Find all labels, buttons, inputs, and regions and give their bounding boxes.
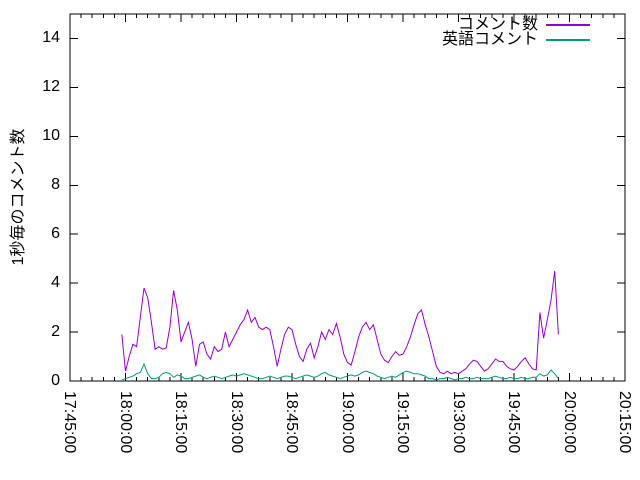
x-tick-label: 18:45:00: [283, 391, 300, 454]
y-tick-label: 6: [51, 225, 60, 243]
legend: コメント数 英語コメント: [441, 16, 590, 48]
series-line-0: [121, 270, 559, 375]
x-tick-label: 17:45:00: [61, 391, 78, 454]
x-tick-label: 19:30:00: [449, 391, 467, 454]
y-axis-label: 1秒毎のコメント数: [10, 128, 27, 266]
y-tick-label: 4: [51, 274, 60, 292]
legend-entry-comments: コメント数: [442, 16, 590, 33]
legend-line-sample-comments: [546, 23, 590, 26]
x-tick-label: 20:00:00: [560, 391, 578, 454]
x-tick-label: 19:15:00: [394, 391, 411, 454]
legend-label-comments: コメント数: [457, 16, 538, 33]
y-tick-label: 10: [42, 127, 60, 145]
x-tick-label: 19:00:00: [338, 391, 356, 454]
x-tick-label: 18:00:00: [116, 391, 134, 454]
x-tick-label: 18:30:00: [227, 391, 245, 454]
legend-label-english-comments: 英語コメント: [441, 31, 538, 48]
x-tick-label: 19:45:00: [505, 391, 522, 454]
y-tick-label: 8: [51, 176, 60, 194]
y-tick-label: 2: [51, 323, 60, 341]
x-tick-label: 18:15:00: [172, 391, 189, 454]
legend-entry-english-comments: 英語コメント: [441, 31, 590, 48]
y-tick-label: 14: [42, 29, 60, 47]
series-line-1: [121, 362, 559, 381]
x-tick-label: 20:15:00: [616, 391, 633, 454]
legend-line-sample-english-comments: [546, 38, 590, 41]
y-tick-label: 0: [51, 372, 60, 389]
y-tick-label: 12: [42, 78, 60, 96]
